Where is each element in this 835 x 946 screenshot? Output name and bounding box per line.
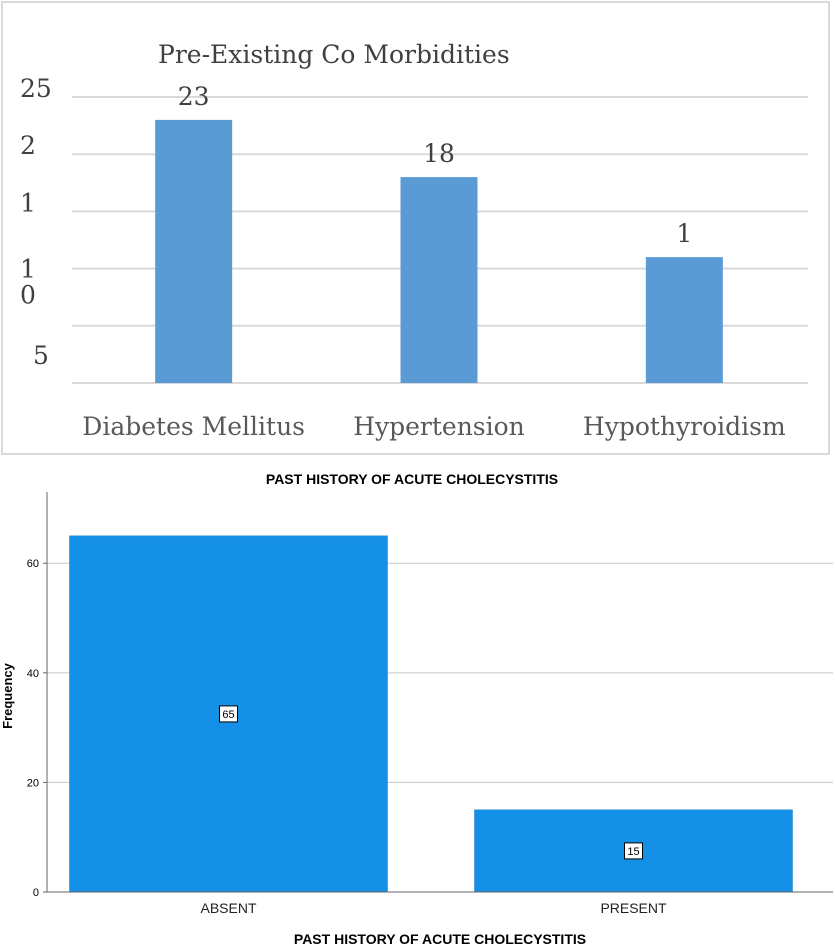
chart-title: PAST HISTORY OF ACUTE CHOLECYSTITIS	[266, 471, 558, 487]
y-tick-label: 2	[20, 131, 36, 160]
data-label-box	[219, 705, 238, 723]
y-tick-label: 40	[27, 668, 39, 680]
x-tick-label: Hypertension	[353, 412, 525, 441]
data-label: 15	[627, 846, 639, 858]
data-label: 23	[178, 82, 210, 111]
y-tick-label: 60	[27, 558, 39, 570]
y-tick-label: 20	[27, 777, 39, 789]
data-label: 65	[222, 709, 234, 721]
data-label-box	[624, 842, 643, 860]
y-tick-label: 25	[20, 74, 52, 103]
bar	[645, 257, 723, 383]
comorbidities-chart: 23 18 1 25 2 1 1 0 5 Diabetes Mellitus Hypertens…	[20, 40, 808, 441]
data-label: 1	[676, 219, 692, 248]
y-tick-label: 0	[33, 887, 39, 899]
y-tick-label: 5	[33, 341, 49, 370]
bar	[400, 177, 478, 383]
bar	[155, 119, 233, 383]
y-tick-label: 1	[20, 188, 36, 217]
y-axis-label: Frequency	[0, 662, 15, 729]
data-label: 18	[423, 139, 455, 168]
x-tick-label: Diabetes Mellitus	[82, 412, 305, 441]
cholecystitis-chart: PAST HISTORY OF ACUTE CHOLECYSTITIS 65 15…	[0, 471, 833, 946]
x-tick-label: PRESENT	[600, 900, 667, 916]
chart-title: Pre-Existing Co Morbidities	[158, 40, 510, 69]
x-axis-label: PAST HISTORY OF ACUTE CHOLECYSTITIS	[294, 931, 586, 946]
x-tick-label: ABSENT	[200, 900, 256, 916]
x-tick-label: Hypothyroidism	[583, 412, 786, 441]
